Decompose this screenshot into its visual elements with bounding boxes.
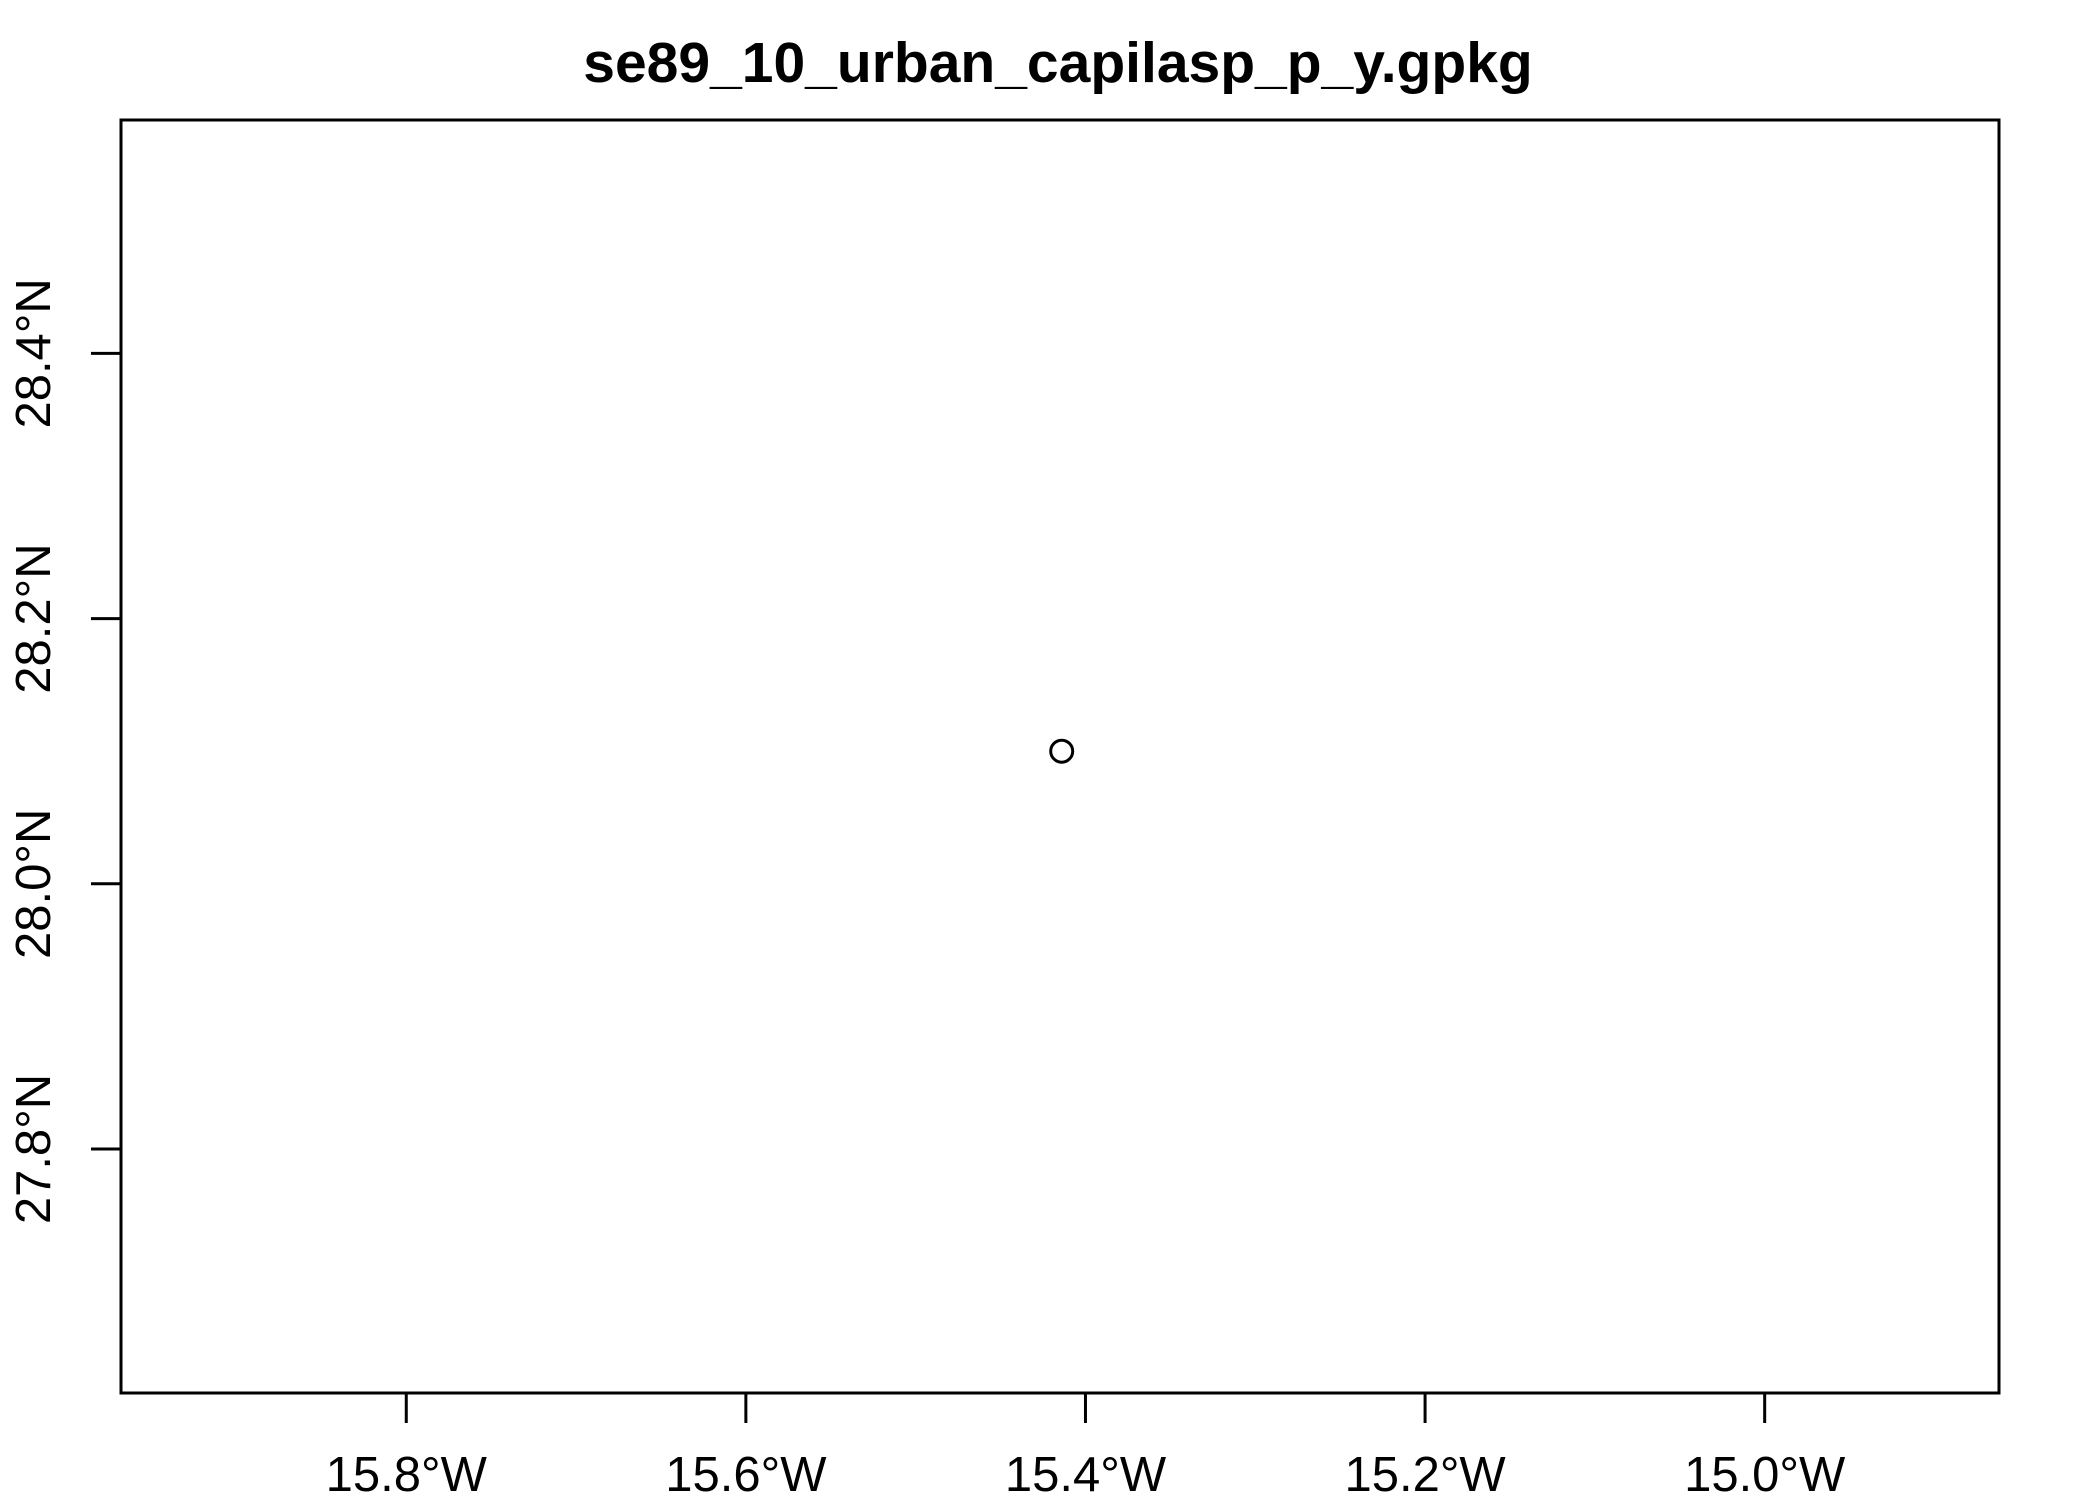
point-layer <box>1049 738 1075 764</box>
y-tick-label: 27.8°N <box>7 1074 61 1224</box>
x-tick-label: 15.2°W <box>1344 1448 1506 1500</box>
y-tick-label: 28.4°N <box>7 278 61 428</box>
map-point <box>1049 738 1075 764</box>
x-tick-label: 15.0°W <box>1684 1448 1846 1500</box>
x-tick-label: 15.6°W <box>665 1448 827 1500</box>
x-tick-label: 15.8°W <box>326 1448 488 1500</box>
y-tick-label: 28.0°N <box>7 809 61 959</box>
x-axis: 15.8°W 15.6°W 15.4°W 15.2°W 15.0°W <box>326 1393 1846 1500</box>
y-axis: 27.8°N 28.0°N 28.2°N 28.4°N <box>7 278 121 1224</box>
x-tick-label: 15.4°W <box>1005 1448 1167 1500</box>
y-tick-label: 28.2°N <box>7 543 61 693</box>
plot-frame <box>119 118 2001 1395</box>
map-title: se89_10_urban_capilasp_p_y.gpkg <box>583 31 1532 95</box>
